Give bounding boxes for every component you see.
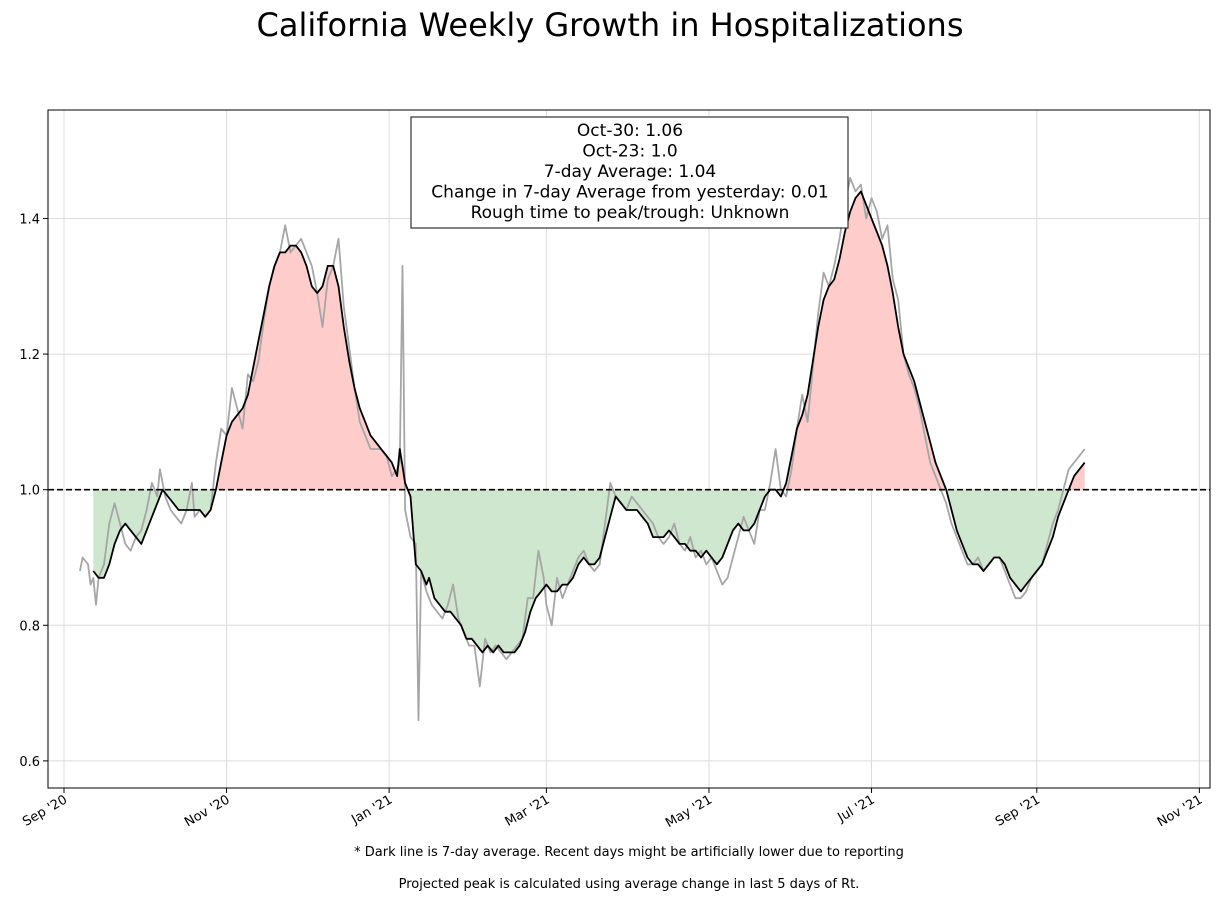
- x-tick-label: May '21: [663, 792, 715, 831]
- footnote-average: * Dark line is 7-day average. Recent day…: [354, 845, 904, 860]
- y-tick-label: 0.6: [19, 755, 40, 770]
- annotation-line: Oct-30: 1.06: [577, 121, 683, 141]
- x-tick-label: Nov '20: [182, 792, 232, 830]
- annotation-line: Change in 7-day Average from yesterday: …: [431, 183, 828, 203]
- y-tick-label: 0.8: [19, 619, 40, 634]
- x-tick-label: Mar '21: [503, 792, 553, 829]
- x-tick-label: Nov '21: [1155, 792, 1205, 830]
- x-tick-label: Sep '21: [993, 792, 1043, 829]
- y-tick-label: 1.0: [19, 484, 40, 499]
- axes-frame: [47, 109, 1211, 789]
- area-below-one: [93, 489, 1085, 653]
- annotation-line: 7-day Average: 1.04: [544, 162, 716, 182]
- x-tick-label: Jan '21: [348, 792, 395, 828]
- annotation-line: Rough time to peak/trough: Unknown: [471, 203, 790, 223]
- daily-growth-line: [79, 176, 1086, 722]
- annotation-line: Oct-23: 1.0: [582, 142, 677, 162]
- footnote-projection: Projected peak is calculated using avera…: [399, 877, 860, 892]
- annotation-frame: [410, 116, 849, 229]
- x-tick-label: Jul '21: [835, 792, 878, 825]
- y-tick-label: 1.2: [19, 348, 40, 363]
- x-tick-label: Sep '20: [20, 792, 70, 829]
- area-above-one: [93, 191, 1085, 490]
- y-tick-label: 1.4: [19, 212, 40, 227]
- chart-title: California Weekly Growth in Hospitalizat…: [257, 6, 964, 44]
- average-growth-line: [92, 190, 1086, 654]
